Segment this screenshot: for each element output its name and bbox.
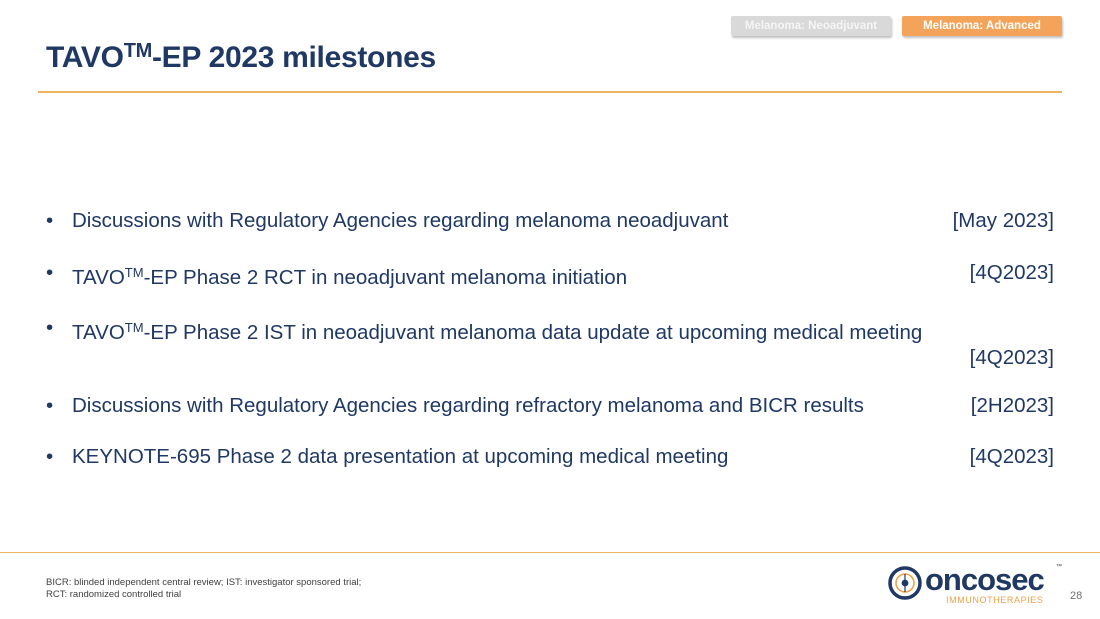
title-prefix: TAVO <box>46 41 124 74</box>
milestone-text: Discussions with Regulatory Agencies reg… <box>72 209 728 232</box>
milestone-list: Discussions with Regulatory Agencies reg… <box>46 206 1054 472</box>
logo-subtitle: IMMUNOTHERAPIES <box>946 595 1044 605</box>
milestone-text-post: -EP Phase 2 IST in neoadjuvant melanoma … <box>143 321 923 344</box>
footnote: BICR: blinded independent central review… <box>46 577 361 601</box>
milestone-text-post: -EP Phase 2 RCT in neoadjuvant melanoma … <box>143 266 628 289</box>
logo-wordmark: oncosec <box>925 562 1045 597</box>
title-divider <box>38 91 1062 93</box>
milestone-text: TAVOTM-EP Phase 2 RCT in neoadjuvant mel… <box>72 265 628 289</box>
trademark-mark: TM <box>124 265 144 280</box>
page-title: TAVOTM-EP 2023 milestones <box>46 40 436 75</box>
title-trademark: TM <box>123 40 153 62</box>
page-number: 28 <box>1070 590 1083 602</box>
milestone-date: [4Q2023] <box>969 445 1054 468</box>
logo-trademark: ™ <box>1056 564 1062 570</box>
oncosec-logo: oncosec ™ IMMUNOTHERAPIES <box>888 562 1063 606</box>
milestone-text-pre: TAVO <box>72 321 125 344</box>
milestone-item: TAVOTM-EP Phase 2 IST in neoadjuvant mel… <box>46 313 1054 373</box>
milestone-date: [May 2023] <box>952 209 1054 232</box>
milestone-date: [4Q2023] <box>969 261 1054 284</box>
milestone-text: Discussions with Regulatory Agencies reg… <box>72 394 864 417</box>
trademark-mark: TM <box>124 320 144 335</box>
tab-melanoma-advanced[interactable]: Melanoma: Advanced <box>902 16 1062 36</box>
milestone-text-pre: Discussions with Regulatory Agencies reg… <box>72 209 729 232</box>
milestone-text-pre: Discussions with Regulatory Agencies reg… <box>72 394 864 417</box>
footer-divider <box>0 552 1100 553</box>
milestone-item: Discussions with Regulatory Agencies reg… <box>46 206 1054 236</box>
milestone-text-pre: KEYNOTE-695 Phase 2 data presentation at… <box>72 445 729 468</box>
title-suffix: -EP 2023 milestones <box>151 41 436 74</box>
footnote-line: RCT: randomized controlled trial <box>46 589 182 600</box>
milestone-item: TAVOTM-EP Phase 2 RCT in neoadjuvant mel… <box>46 258 1054 293</box>
logo-emblem-icon <box>888 566 922 600</box>
milestone-item: Discussions with Regulatory Agencies reg… <box>46 391 1054 421</box>
footnote-line: BICR: blinded independent central review… <box>46 577 362 588</box>
tab-melanoma-neoadjuvant[interactable]: Melanoma: Neoadjuvant <box>731 16 891 36</box>
milestone-text-pre: TAVO <box>72 266 125 289</box>
milestone-date: [2H2023] <box>970 394 1054 417</box>
milestone-text: KEYNOTE-695 Phase 2 data presentation at… <box>72 445 728 468</box>
milestone-text: TAVOTM-EP Phase 2 IST in neoadjuvant mel… <box>72 320 923 344</box>
milestone-date: [4Q2023] <box>969 346 1054 369</box>
milestone-item: KEYNOTE-695 Phase 2 data presentation at… <box>46 442 1054 472</box>
